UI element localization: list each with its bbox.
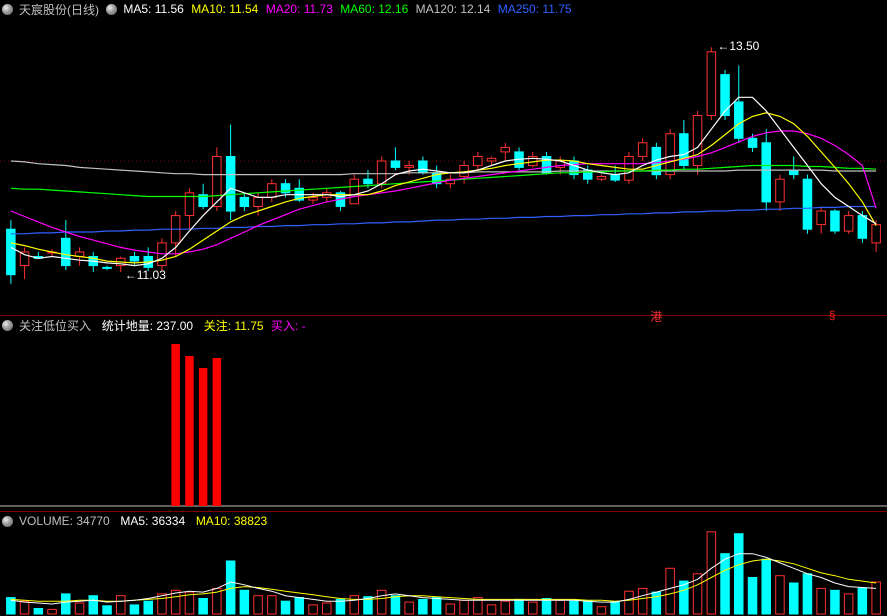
stat3-value: -	[302, 319, 306, 333]
high-price-label: ←13.50	[717, 39, 759, 53]
ma-knob-icon[interactable]	[106, 4, 117, 15]
ma60-value: 12.16	[378, 2, 408, 16]
volume-value: 34770	[76, 514, 109, 528]
panel-knob-icon[interactable]	[2, 516, 13, 527]
volume-panel: VOLUME: 34770 MA5: 36334 MA10: 38823	[0, 512, 887, 616]
indicator-chart[interactable]	[0, 316, 887, 512]
ma120-value: 12.14	[460, 2, 490, 16]
indicator-title: 关注低位买入	[19, 317, 91, 334]
stat1-value: 237.00	[156, 319, 193, 333]
ma20-value: 11.73	[304, 2, 333, 16]
stock-title: 天宸股份(日线)	[19, 1, 99, 18]
stat3-label: 买入:	[271, 319, 298, 333]
panel-knob-icon[interactable]	[2, 4, 13, 15]
stat2-label: 关注:	[204, 319, 231, 333]
vol-ma5-label: MA5:	[120, 514, 148, 528]
volume-header: VOLUME: 34770 MA5: 36334 MA10: 38823	[2, 513, 267, 529]
ma120-label: MA120:	[416, 2, 457, 16]
ma10-label: MA10:	[191, 2, 226, 16]
vol-ma5-value: 36334	[152, 514, 185, 528]
panel-knob-icon[interactable]	[2, 320, 13, 331]
ma5-label: MA5:	[123, 2, 151, 16]
main-panel: 天宸股份(日线) MA5: 11.56 MA10: 11.54 MA20: 11…	[0, 0, 887, 316]
ma5-value: 11.56	[155, 2, 184, 16]
stat1-label: 统计地量:	[102, 319, 153, 333]
ma250-value: 11.75	[542, 2, 571, 16]
volume-label: VOLUME:	[19, 514, 73, 528]
low-price-label: ←11.03	[125, 268, 166, 282]
ma60-label: MA60:	[340, 2, 375, 16]
indicator-header: 关注低位买入 统计地量: 237.00 关注: 11.75 买入: -	[2, 317, 306, 333]
indicator-panel: 关注低位买入 统计地量: 237.00 关注: 11.75 买入: -	[0, 316, 887, 512]
ma10-value: 11.54	[229, 2, 258, 16]
vol-ma10-label: MA10:	[196, 514, 231, 528]
vol-ma10-value: 38823	[234, 514, 267, 528]
main-header: 天宸股份(日线) MA5: 11.56 MA10: 11.54 MA20: 11…	[2, 1, 572, 17]
ma250-label: MA250:	[498, 2, 539, 16]
ma20-label: MA20:	[266, 2, 301, 16]
stat2-value: 11.75	[234, 319, 263, 333]
